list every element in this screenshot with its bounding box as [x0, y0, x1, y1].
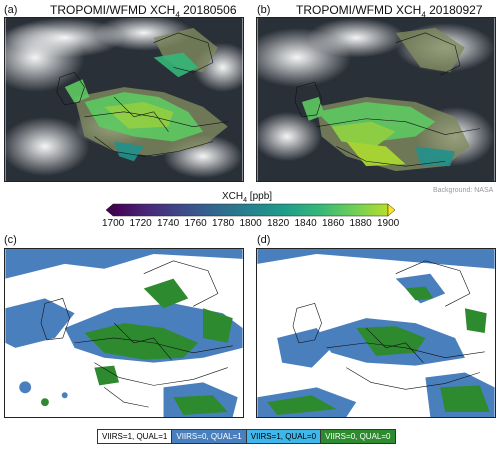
colorbar-tick-label: 1800 — [239, 218, 262, 229]
legend-entry: VIIRS=0, QUAL=0 — [321, 430, 395, 443]
map-panel-b — [256, 17, 496, 182]
colorbar-tick-label: 1860 — [322, 218, 345, 229]
panel-a-label: (a) — [4, 4, 18, 16]
colorbar-title: XCH4 [ppb] — [222, 191, 273, 204]
coastlines-a — [56, 32, 228, 157]
legend-entry: VIIRS=1, QUAL=0 — [246, 430, 322, 443]
colorbar-tick-label: 1780 — [212, 218, 235, 229]
colorbar-tick-label: 1700 — [102, 218, 125, 229]
coastlines-c — [40, 260, 233, 408]
background-credit: Background: NASA — [433, 187, 494, 194]
colorbar-tick-label: 1760 — [184, 218, 207, 229]
colorbar-tick-label: 1740 — [157, 218, 180, 229]
classification-legend: VIIRS=1, QUAL=1 VIIRS=0, QUAL=1 VIIRS=1, Q… — [97, 429, 396, 444]
coastlines-b — [294, 32, 480, 167]
legend-entry: VIIRS=1, QUAL=1 — [98, 430, 173, 443]
map-panel-c — [4, 248, 244, 418]
colorbar-tick-label: 1720 — [129, 218, 152, 229]
colorbar-tick-label: 1880 — [349, 218, 372, 229]
map-panel-a — [4, 17, 244, 182]
coastlines-d — [292, 260, 485, 390]
colorbar-tick-label: 1900 — [377, 218, 400, 229]
colorbar-tick-label: 1820 — [267, 218, 290, 229]
panel-b-label: (b) — [257, 4, 271, 16]
map-panel-d — [256, 248, 496, 418]
panel-d-label: (d) — [257, 234, 271, 246]
panel-b-title: TROPOMI/WFMD XCH4 20180927 — [296, 3, 483, 20]
legend-entry: VIIRS=0, QUAL=1 — [172, 430, 247, 443]
colorbar-tick-label: 1840 — [294, 218, 317, 229]
colorbar-ramp — [112, 203, 389, 217]
panel-c-label: (c) — [4, 234, 17, 246]
colorbar-high-extend — [387, 203, 396, 217]
colorbar-low-extend — [105, 203, 114, 217]
panel-a-title: TROPOMI/WFMD XCH4 20180506 — [50, 3, 237, 20]
